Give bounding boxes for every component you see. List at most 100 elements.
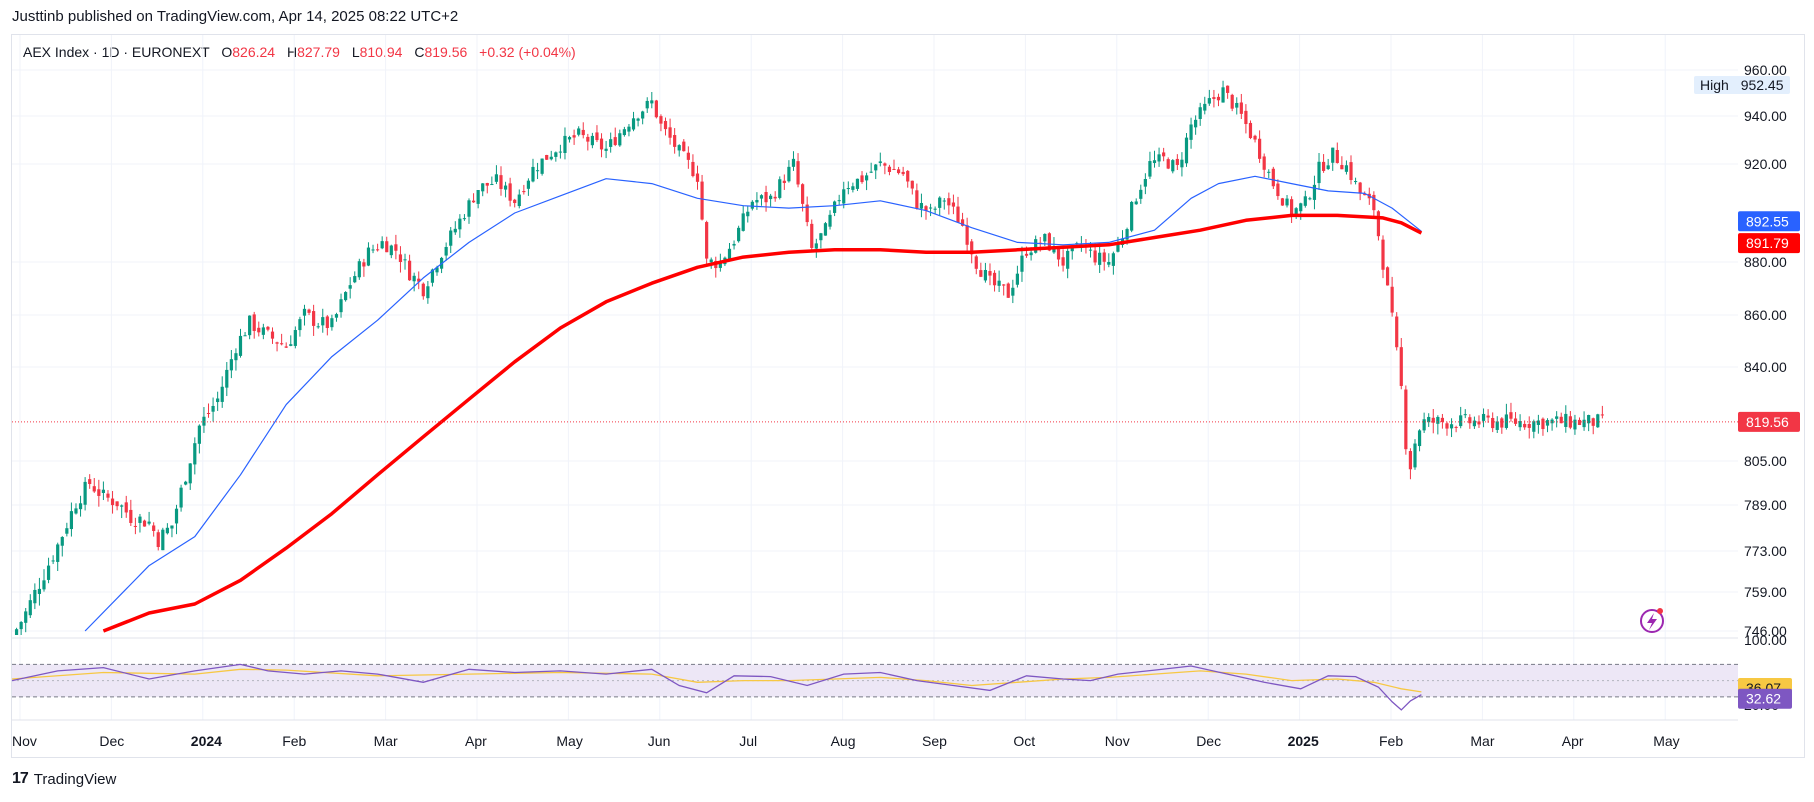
candle-body [636, 118, 640, 121]
candle-100 [471, 193, 476, 203]
close-value: 819.56 [424, 44, 468, 60]
candle-body [1148, 161, 1152, 177]
candle-body [101, 489, 105, 493]
candle-260 [1203, 96, 1207, 115]
candle-270 [1248, 120, 1253, 140]
candle-324 [1495, 416, 1499, 434]
candle-body [1326, 165, 1330, 169]
candle-body [727, 248, 732, 260]
candle-body [1340, 165, 1344, 170]
candle-body [951, 202, 956, 207]
candle-body [28, 600, 32, 616]
candle-body [609, 139, 613, 147]
candle-body [823, 223, 828, 236]
candle-body [1321, 161, 1326, 171]
candle-220 [1020, 246, 1024, 282]
candle-329 [1518, 414, 1522, 431]
candle-162 [755, 192, 759, 210]
candle-body [1349, 162, 1353, 181]
candle-109 [513, 198, 517, 208]
candle-body [737, 227, 741, 242]
candle-283 [1308, 196, 1312, 201]
candle-body [161, 529, 165, 551]
candle-323 [1491, 412, 1495, 433]
price-label: 892.55 [1746, 213, 1789, 229]
candle-128 [599, 133, 604, 158]
candle-185 [860, 171, 864, 184]
candle-199 [924, 205, 928, 220]
candle-body [316, 326, 320, 328]
candle-159 [741, 205, 745, 232]
candle-body [1239, 102, 1243, 114]
candle-37 [184, 480, 188, 486]
candle-body [165, 527, 169, 534]
candle-body [280, 343, 284, 345]
candle-body [485, 182, 489, 186]
high-label: H [286, 44, 298, 60]
ma-fast-line [84, 175, 1422, 632]
candle-102 [481, 183, 485, 197]
candle-39 [193, 437, 197, 475]
candle-body [371, 249, 375, 251]
candle-275 [1271, 166, 1275, 189]
candle-151 [705, 220, 709, 267]
time-label-0: Nov [12, 733, 37, 749]
candle-body [1216, 96, 1221, 101]
candle-body [1175, 158, 1179, 165]
candle-99 [467, 198, 471, 224]
candle-body [78, 503, 83, 510]
candle-body [983, 269, 988, 281]
candle-104 [490, 176, 494, 186]
candle-246 [1139, 184, 1143, 204]
candle-body [1189, 124, 1193, 140]
candle-253 [1171, 159, 1175, 174]
candle-body [933, 208, 937, 210]
candle-272 [1258, 130, 1262, 163]
candle-55 [266, 325, 270, 332]
candle-body [970, 241, 974, 255]
footer-brand[interactable]: TradingView [33, 770, 117, 788]
time-label-13: Dec [1196, 733, 1221, 749]
candle-body [129, 509, 133, 523]
candle-body [321, 317, 325, 326]
candle-body [430, 269, 435, 283]
candle-body [979, 270, 983, 277]
candle-23 [120, 504, 124, 519]
candle-67 [321, 308, 325, 333]
candle-body [1107, 261, 1111, 265]
candle-143 [668, 118, 672, 145]
candle-194 [901, 166, 905, 176]
candle-261 [1207, 89, 1211, 106]
candle-body [892, 169, 896, 171]
candle-69 [330, 314, 334, 331]
symbol-title[interactable]: AEX Index · 1D · EURONEXT [23, 44, 210, 60]
candle-body [1253, 135, 1257, 140]
candle-290 [1340, 156, 1344, 170]
candle-57 [275, 341, 279, 352]
candle-body [284, 346, 288, 348]
candle-111 [522, 184, 526, 195]
candle-12 [69, 502, 74, 537]
candle-186 [864, 172, 869, 191]
candle-body [746, 211, 750, 217]
price-tick-label: 880.00 [1744, 254, 1787, 270]
candle-203 [942, 197, 946, 210]
candle-body [435, 267, 439, 273]
candle-284 [1312, 175, 1317, 210]
candle-body [69, 511, 74, 530]
candle-body [1299, 203, 1303, 212]
candle-body [353, 276, 357, 283]
candle-277 [1280, 197, 1285, 206]
candle-215 [997, 270, 1001, 293]
candle-body [1440, 417, 1445, 423]
candle-86 [407, 254, 412, 281]
candle-62 [298, 316, 302, 337]
candle-248 [1148, 151, 1152, 180]
candle-body [1454, 426, 1458, 428]
candle-body [805, 204, 809, 223]
candle-body [156, 532, 160, 548]
candle-body [490, 184, 494, 186]
candle-body [1550, 419, 1554, 424]
candle-body [380, 241, 384, 249]
